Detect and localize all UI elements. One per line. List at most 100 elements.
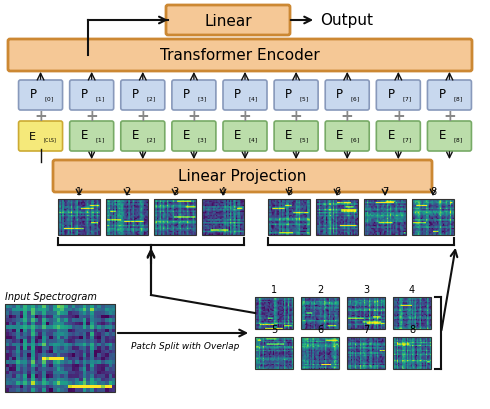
Text: 8: 8: [409, 324, 415, 334]
Text: Patch Split with Overlap: Patch Split with Overlap: [131, 341, 239, 350]
Text: 1: 1: [271, 284, 277, 294]
FancyBboxPatch shape: [376, 122, 420, 152]
Text: $\mathrm{E}$: $\mathrm{E}$: [182, 129, 191, 142]
Text: 5: 5: [271, 324, 277, 334]
Text: $_{[1]}$: $_{[1]}$: [95, 95, 105, 105]
FancyBboxPatch shape: [274, 81, 318, 111]
Bar: [316, 200, 358, 236]
Text: 3: 3: [363, 284, 369, 294]
Text: 2: 2: [317, 284, 323, 294]
Text: $_{[7]}$: $_{[7]}$: [401, 95, 412, 105]
Text: 7: 7: [363, 324, 369, 334]
Bar: [202, 200, 244, 236]
FancyBboxPatch shape: [166, 6, 290, 36]
FancyBboxPatch shape: [121, 122, 165, 152]
Text: $_{[6]}$: $_{[6]}$: [350, 95, 360, 105]
Text: 7: 7: [382, 187, 388, 196]
Text: $_{[\mathrm{CLS}]}$: $_{[\mathrm{CLS}]}$: [43, 137, 57, 145]
FancyBboxPatch shape: [19, 122, 63, 152]
Text: $\mathrm{P}$: $\mathrm{P}$: [284, 88, 293, 101]
Text: $\mathrm{E}$: $\mathrm{E}$: [131, 129, 140, 142]
Bar: [154, 200, 196, 236]
Text: $_{[2]}$: $_{[2]}$: [146, 136, 156, 146]
Bar: [301, 297, 339, 329]
Text: $\mathrm{E}$: $\mathrm{E}$: [387, 129, 395, 142]
Text: $\mathrm{P}$: $\mathrm{P}$: [233, 88, 242, 101]
Text: +: +: [290, 109, 302, 124]
Text: 2: 2: [124, 187, 130, 196]
FancyBboxPatch shape: [70, 81, 114, 111]
FancyBboxPatch shape: [70, 122, 114, 152]
Text: $\mathrm{P}$: $\mathrm{P}$: [438, 88, 446, 101]
Text: 8: 8: [430, 187, 436, 196]
FancyBboxPatch shape: [53, 161, 432, 193]
Text: +: +: [341, 109, 354, 124]
Text: 3: 3: [172, 187, 178, 196]
Text: $\mathrm{P}$: $\mathrm{P}$: [182, 88, 191, 101]
Text: $_{[6]}$: $_{[6]}$: [350, 136, 360, 146]
Text: $\mathrm{P}$: $\mathrm{P}$: [131, 88, 140, 101]
Bar: [393, 337, 431, 369]
FancyBboxPatch shape: [325, 81, 369, 111]
Bar: [255, 297, 293, 329]
Bar: [106, 200, 148, 236]
Text: $_{[0]}$: $_{[0]}$: [44, 95, 54, 105]
Text: +: +: [188, 109, 200, 124]
Text: $_{[2]}$: $_{[2]}$: [146, 95, 156, 105]
Bar: [347, 337, 385, 369]
FancyBboxPatch shape: [427, 122, 471, 152]
FancyBboxPatch shape: [8, 40, 472, 72]
Text: $_{[3]}$: $_{[3]}$: [197, 136, 207, 146]
Text: $_{[1]}$: $_{[1]}$: [95, 136, 105, 146]
Text: $_{[3]}$: $_{[3]}$: [197, 95, 207, 105]
Bar: [58, 200, 100, 236]
Bar: [255, 337, 293, 369]
Text: 4: 4: [220, 187, 226, 196]
Text: $_{[7]}$: $_{[7]}$: [401, 136, 412, 146]
Bar: [5, 304, 115, 392]
Text: $\mathrm{P}$: $\mathrm{P}$: [387, 88, 395, 101]
FancyBboxPatch shape: [223, 81, 267, 111]
Bar: [347, 297, 385, 329]
Text: $_{[8]}$: $_{[8]}$: [453, 136, 463, 146]
FancyBboxPatch shape: [172, 122, 216, 152]
Text: 5: 5: [286, 187, 292, 196]
Text: Linear Projection: Linear Projection: [178, 169, 307, 184]
Text: 4: 4: [409, 284, 415, 294]
FancyBboxPatch shape: [121, 81, 165, 111]
Text: $\mathrm{E}$: $\mathrm{E}$: [80, 129, 89, 142]
Text: Transformer Encoder: Transformer Encoder: [160, 48, 320, 63]
FancyBboxPatch shape: [274, 122, 318, 152]
Text: $_{[4]}$: $_{[4]}$: [248, 136, 258, 146]
Bar: [301, 337, 339, 369]
Text: Input Spectrogram: Input Spectrogram: [5, 291, 97, 301]
Text: 6: 6: [317, 324, 323, 334]
Text: $\mathrm{E}$: $\mathrm{E}$: [336, 129, 344, 142]
Bar: [393, 297, 431, 329]
Text: Linear: Linear: [204, 13, 252, 29]
FancyBboxPatch shape: [427, 81, 471, 111]
Bar: [268, 200, 310, 236]
FancyBboxPatch shape: [172, 81, 216, 111]
Text: +: +: [136, 109, 149, 124]
Text: +: +: [85, 109, 98, 124]
Text: 6: 6: [334, 187, 340, 196]
Text: 1: 1: [76, 187, 82, 196]
FancyBboxPatch shape: [376, 81, 420, 111]
Text: Output: Output: [320, 13, 373, 29]
FancyBboxPatch shape: [19, 81, 63, 111]
FancyBboxPatch shape: [325, 122, 369, 152]
FancyBboxPatch shape: [223, 122, 267, 152]
Text: $\mathrm{E}$: $\mathrm{E}$: [438, 129, 446, 142]
Text: +: +: [34, 109, 47, 124]
Text: $_{[5]}$: $_{[5]}$: [299, 95, 309, 105]
Text: +: +: [443, 109, 456, 124]
Text: $\mathrm{E}$: $\mathrm{E}$: [28, 130, 37, 142]
Text: $_{[5]}$: $_{[5]}$: [299, 136, 309, 146]
Bar: [412, 200, 454, 236]
Text: $\mathrm{E}$: $\mathrm{E}$: [233, 129, 242, 142]
Text: $\mathrm{P}$: $\mathrm{P}$: [29, 88, 37, 101]
Text: +: +: [239, 109, 251, 124]
Text: $_{[4]}$: $_{[4]}$: [248, 95, 258, 105]
Text: $\mathrm{P}$: $\mathrm{P}$: [335, 88, 344, 101]
